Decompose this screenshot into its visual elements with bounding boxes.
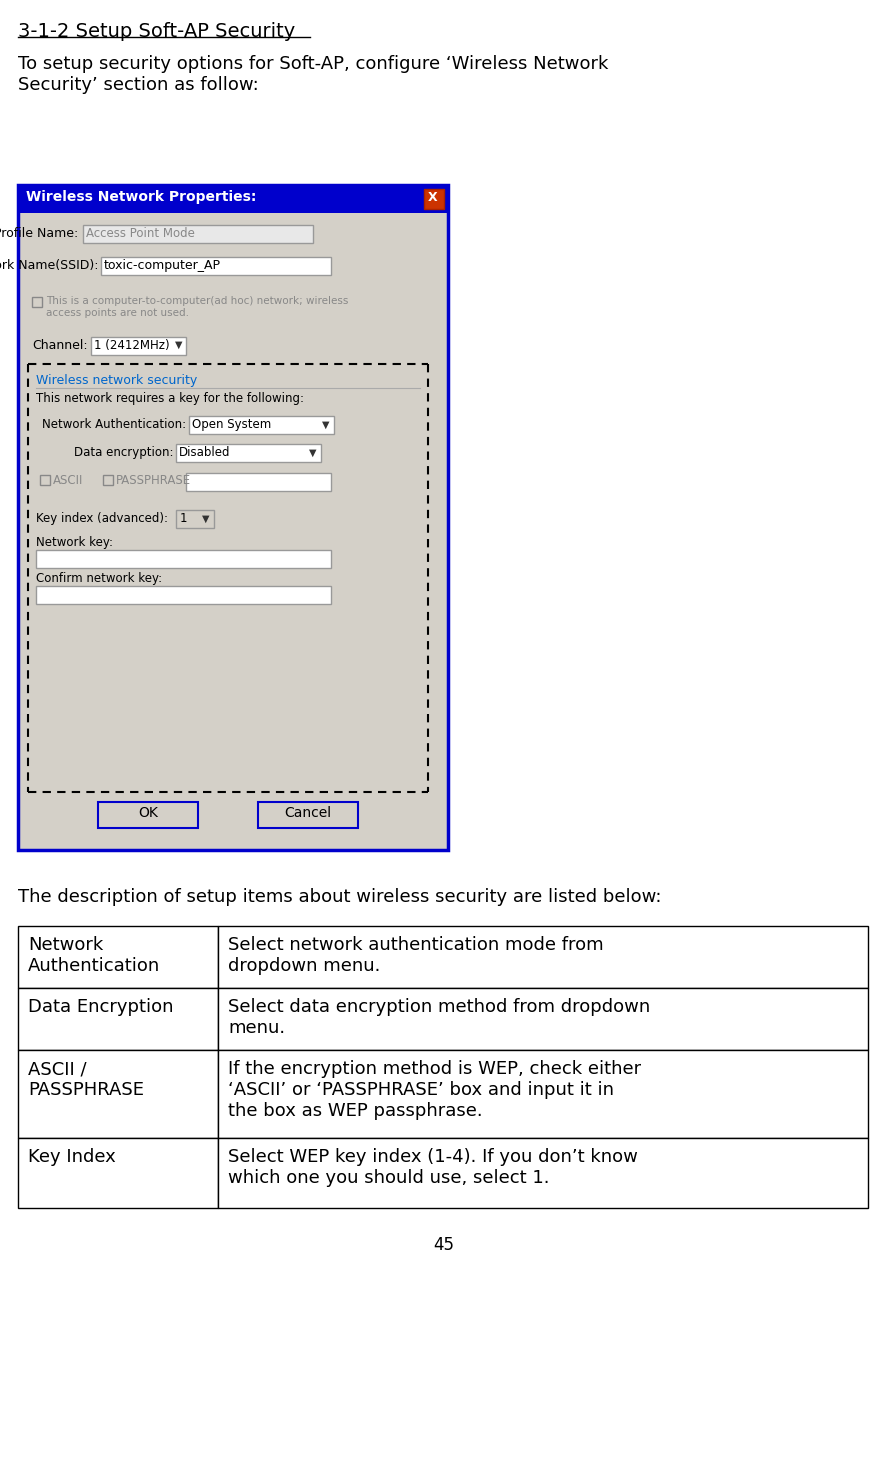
Bar (101, 256, 331, 275)
Text: Confirm network key:: Confirm network key: (36, 573, 162, 586)
Text: This network requires a key for the following:: This network requires a key for the foll… (36, 392, 304, 405)
Bar (36, 549, 331, 568)
Bar (189, 417, 334, 434)
Text: OK: OK (138, 806, 158, 820)
Bar (18, 185, 448, 849)
Text: This is a computer-to-computer(ad hoc) network; wireless
access points are not u: This is a computer-to-computer(ad hoc) n… (46, 296, 348, 318)
Text: Cancel: Cancel (284, 806, 332, 820)
Bar (258, 801, 358, 828)
Text: ▼: ▼ (322, 420, 330, 430)
Bar (424, 189, 444, 208)
Text: ASCII /
PASSPHRASE: ASCII / PASSPHRASE (28, 1061, 144, 1099)
Text: Key Index: Key Index (28, 1148, 116, 1166)
Text: Network
Authentication: Network Authentication (28, 935, 160, 975)
Text: Wireless Network Properties:: Wireless Network Properties: (26, 189, 256, 204)
Text: Select WEP key index (1-4). If you don’t know
which one you should use, select 1: Select WEP key index (1-4). If you don’t… (228, 1148, 638, 1187)
Bar (36, 586, 331, 605)
Text: PASSPHRASE: PASSPHRASE (116, 474, 191, 487)
Bar (18, 185, 448, 213)
Bar (91, 337, 186, 356)
Text: Key index (advanced):: Key index (advanced): (36, 511, 168, 525)
Text: ▼: ▼ (309, 447, 316, 457)
Text: Profile Name:: Profile Name: (0, 227, 78, 240)
Text: 45: 45 (434, 1236, 454, 1254)
Bar (18, 1050, 218, 1138)
Text: Select network authentication mode from
dropdown menu.: Select network authentication mode from … (228, 935, 604, 975)
Bar (176, 510, 214, 527)
Text: Data encryption:: Data encryption: (74, 446, 173, 459)
Bar (218, 988, 868, 1050)
Bar (30, 366, 426, 790)
Text: Wireless network security: Wireless network security (36, 374, 197, 388)
Text: The description of setup items about wireless security are listed below:: The description of setup items about wir… (18, 887, 661, 906)
Text: ▼: ▼ (175, 339, 183, 350)
Bar (18, 927, 218, 988)
Bar (18, 988, 218, 1050)
Bar (18, 1138, 218, 1208)
Bar (40, 475, 50, 485)
Text: ▼: ▼ (203, 514, 210, 525)
Bar (218, 1050, 868, 1138)
Bar (218, 927, 868, 988)
Bar (32, 297, 42, 307)
Text: Select data encryption method from dropdown
menu.: Select data encryption method from dropd… (228, 998, 650, 1037)
Text: toxic-computer_AP: toxic-computer_AP (104, 259, 221, 272)
Text: 3-1-2 Setup Soft-AP Security: 3-1-2 Setup Soft-AP Security (18, 22, 295, 41)
Text: Network Name(SSID):: Network Name(SSID): (0, 259, 98, 272)
Text: If the encryption method is WEP, check either
‘ASCII’ or ‘PASSPHRASE’ box and in: If the encryption method is WEP, check e… (228, 1061, 641, 1119)
Text: X: X (428, 191, 437, 204)
Bar (98, 801, 198, 828)
Text: Data Encryption: Data Encryption (28, 998, 173, 1016)
Bar (83, 224, 313, 243)
Text: Network key:: Network key: (36, 536, 113, 549)
Text: Access Point Mode: Access Point Mode (86, 227, 195, 240)
Bar (176, 444, 321, 462)
Text: Disabled: Disabled (179, 446, 230, 459)
Text: ASCII: ASCII (53, 474, 84, 487)
Text: Open System: Open System (192, 418, 271, 431)
Bar (186, 474, 331, 491)
Text: To setup security options for Soft-AP, configure ‘Wireless Network
Security’ sec: To setup security options for Soft-AP, c… (18, 55, 608, 93)
Bar (218, 1138, 868, 1208)
Text: 1 (2412MHz): 1 (2412MHz) (94, 339, 170, 353)
Text: Network Authentication:: Network Authentication: (42, 418, 186, 431)
Bar (103, 475, 113, 485)
Text: Channel:: Channel: (32, 339, 88, 353)
Text: 1: 1 (180, 511, 188, 525)
